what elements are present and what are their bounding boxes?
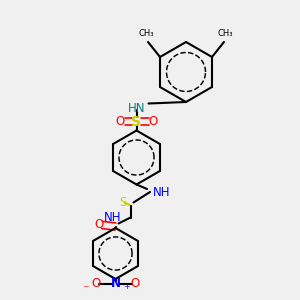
Text: HN: HN: [128, 102, 145, 115]
Text: ⁻: ⁻: [82, 283, 89, 296]
Text: O: O: [130, 277, 140, 290]
Text: O: O: [92, 277, 100, 290]
Text: NH: NH: [153, 185, 170, 199]
Text: ⁺: ⁺: [123, 283, 129, 296]
Text: CH₃: CH₃: [218, 28, 233, 38]
Text: N: N: [110, 277, 121, 290]
Text: S: S: [119, 196, 127, 209]
Text: O: O: [116, 115, 124, 128]
Text: O: O: [94, 218, 103, 232]
Text: CH₃: CH₃: [139, 28, 154, 38]
Text: S: S: [131, 115, 142, 128]
Text: O: O: [148, 115, 158, 128]
Text: NH: NH: [104, 211, 122, 224]
